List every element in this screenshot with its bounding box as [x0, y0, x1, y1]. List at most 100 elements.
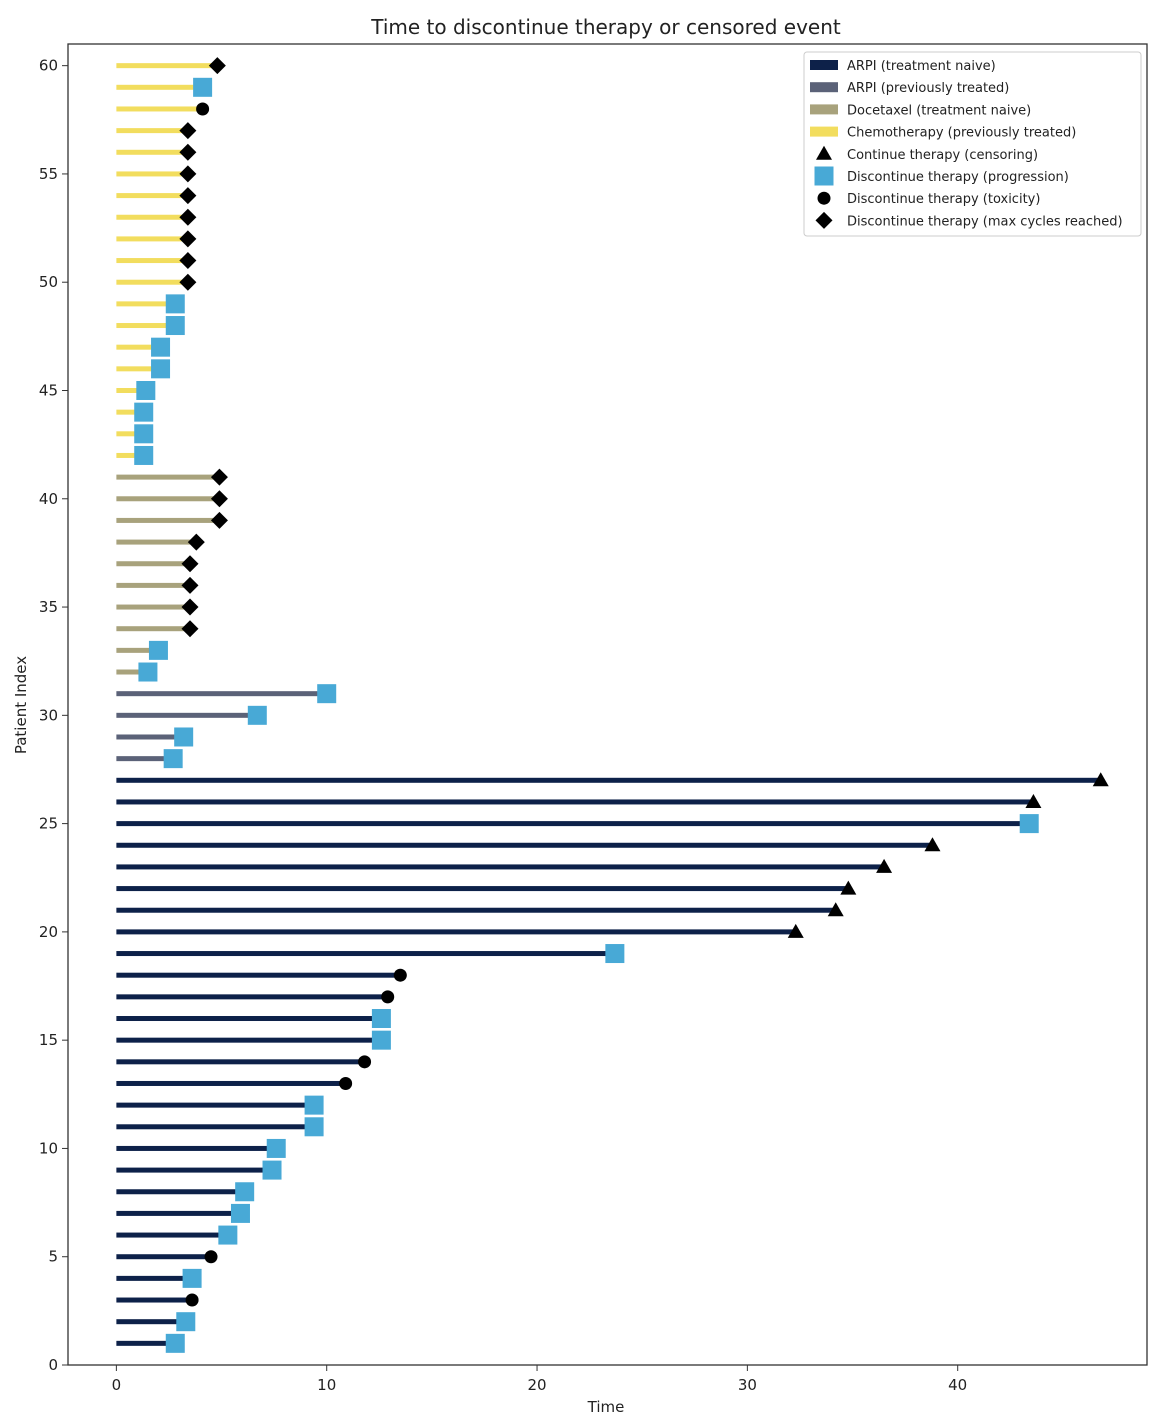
- event-marker-square: [266, 1138, 286, 1158]
- event-marker-triangle: [827, 902, 844, 917]
- y-tick-label: 40: [39, 490, 58, 508]
- patient-bar: [116, 84, 203, 90]
- patient-bar: [116, 1037, 382, 1043]
- chart-title-group: Time to discontinue therapy or censored …: [370, 15, 841, 39]
- event-marker-square: [165, 1333, 185, 1353]
- patient-bar: [116, 1275, 193, 1281]
- patient-bar: [116, 647, 159, 653]
- event-marker-square: [134, 445, 154, 465]
- patient-bar: [116, 734, 184, 740]
- event-marker-diamond: [179, 230, 197, 248]
- y-tick-label: 25: [39, 815, 58, 833]
- patient-bar: [116, 214, 188, 220]
- event-marker-triangle: [924, 837, 941, 852]
- patient-bar: [116, 128, 188, 134]
- patient-bar: [116, 756, 174, 762]
- event-marker-square: [218, 1225, 238, 1245]
- event-marker-square: [134, 402, 154, 422]
- patient-bar: [116, 63, 218, 69]
- event-marker-circle: [381, 990, 395, 1004]
- event-marker-diamond: [181, 576, 199, 594]
- event-marker-circle: [339, 1076, 353, 1090]
- patient-bar: [116, 149, 188, 155]
- x-axis-ticks: 0 10 20 30 40: [112, 1365, 967, 1394]
- patient-bar: [116, 1080, 346, 1086]
- legend-label: Chemotherapy (previously treated): [847, 126, 1076, 141]
- patient-bar: [116, 886, 849, 892]
- patient-bar: [116, 864, 885, 870]
- legend-diamond-icon: [815, 211, 833, 229]
- event-marker-square: [605, 944, 625, 964]
- patient-bar: [116, 1232, 228, 1238]
- patient-bar: [116, 799, 1034, 805]
- event-marker-square: [262, 1160, 282, 1180]
- patient-bar: [116, 561, 190, 567]
- y-tick-label: 30: [39, 706, 58, 724]
- patient-bar: [116, 842, 933, 848]
- patient-bar: [116, 1297, 193, 1303]
- patient-bar: [116, 1319, 186, 1325]
- event-marker-square: [1019, 814, 1039, 834]
- legend-box: [803, 51, 1142, 237]
- patient-bar: [116, 1102, 315, 1108]
- y-tick-label: 10: [39, 1139, 58, 1157]
- patient-bar: [116, 669, 148, 675]
- plot-frame: [67, 43, 1148, 1366]
- event-marker-square: [371, 1030, 391, 1050]
- event-marker-circle: [185, 1293, 199, 1307]
- patient-bar: [116, 712, 258, 718]
- marker-layer: [134, 57, 1109, 1353]
- patient-bar: [116, 258, 188, 264]
- event-marker-square: [151, 359, 171, 379]
- patient-bar: [116, 474, 220, 480]
- patient-bar: [116, 972, 401, 978]
- event-marker-diamond: [187, 533, 205, 551]
- legend-triangle-icon: [816, 145, 832, 160]
- patient-bar: [116, 452, 144, 458]
- patient-bar: [116, 777, 1101, 783]
- event-marker-square: [247, 705, 267, 725]
- y-axis-ticks: 0 5 10 15 20 25 30 35 40 45 50 55 60: [39, 57, 68, 1374]
- patient-bar: [116, 323, 176, 329]
- legend-label: Discontinue therapy (toxicity): [847, 192, 1040, 207]
- patient-bar: [116, 626, 190, 632]
- event-marker-diamond: [181, 598, 199, 616]
- legend-swatch-chemo_prev: [810, 126, 838, 137]
- event-marker-circle: [204, 1250, 218, 1264]
- event-marker-diamond: [179, 187, 197, 205]
- event-marker-square: [230, 1203, 250, 1223]
- patient-bar: [116, 929, 796, 935]
- event-marker-square: [182, 1268, 202, 1288]
- legend-label: Discontinue therapy (max cycles reached): [847, 214, 1123, 229]
- patient-bar: [116, 994, 388, 1000]
- patient-bar: [116, 1167, 273, 1173]
- patient-bar: [116, 517, 220, 523]
- event-marker-diamond: [210, 468, 228, 486]
- event-marker-square: [174, 727, 194, 747]
- event-marker-circle: [358, 1055, 372, 1069]
- y-tick-label: 35: [39, 598, 58, 616]
- patient-bar: [116, 1254, 212, 1260]
- event-marker-square: [317, 684, 337, 704]
- event-marker-square: [136, 380, 156, 400]
- patient-bar: [116, 1189, 245, 1195]
- x-tick-label: 20: [527, 1376, 546, 1394]
- event-marker-square: [148, 640, 168, 660]
- event-marker-diamond: [210, 511, 228, 529]
- legend-square-icon: [814, 166, 834, 186]
- legend-circle-icon: [817, 191, 831, 205]
- y-tick-label: 15: [39, 1031, 58, 1049]
- x-tick-label: 0: [112, 1376, 122, 1394]
- event-marker-diamond: [208, 57, 226, 75]
- event-marker-square: [235, 1182, 255, 1202]
- event-marker-square: [193, 77, 213, 97]
- patient-bar: [116, 1210, 241, 1216]
- patient-bar: [116, 582, 190, 588]
- plot-border: [67, 43, 1148, 1366]
- event-marker-diamond: [181, 555, 199, 573]
- patient-bar: [116, 1016, 382, 1022]
- y-tick-label: 0: [48, 1356, 58, 1374]
- legend-swatch-doce_naive: [810, 104, 838, 115]
- patient-bar: [116, 387, 146, 393]
